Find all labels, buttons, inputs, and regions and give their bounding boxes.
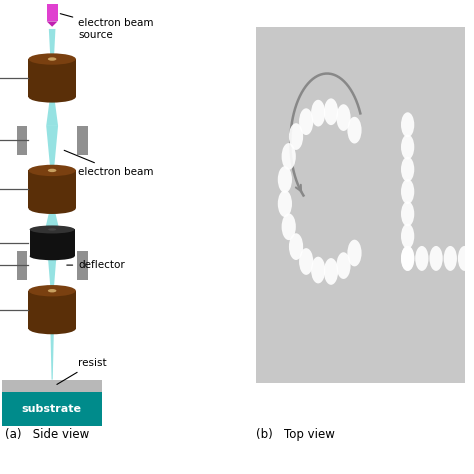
Polygon shape — [46, 97, 58, 126]
Circle shape — [401, 135, 414, 160]
Circle shape — [458, 246, 471, 271]
Circle shape — [278, 190, 292, 217]
Polygon shape — [46, 21, 58, 27]
Ellipse shape — [28, 91, 76, 102]
Polygon shape — [49, 29, 55, 59]
FancyBboxPatch shape — [77, 251, 88, 280]
FancyBboxPatch shape — [46, 4, 58, 21]
Ellipse shape — [28, 323, 76, 334]
Circle shape — [278, 166, 292, 193]
Polygon shape — [51, 291, 54, 328]
FancyBboxPatch shape — [17, 126, 27, 155]
Circle shape — [415, 246, 428, 271]
Ellipse shape — [29, 252, 75, 260]
FancyBboxPatch shape — [17, 251, 27, 280]
Ellipse shape — [48, 169, 56, 172]
FancyBboxPatch shape — [256, 27, 465, 383]
Polygon shape — [50, 328, 54, 380]
Ellipse shape — [28, 285, 76, 296]
Circle shape — [401, 224, 414, 249]
Polygon shape — [28, 291, 76, 328]
Polygon shape — [28, 171, 76, 208]
Text: electron beam: electron beam — [64, 150, 154, 176]
Text: deflector: deflector — [67, 260, 125, 270]
Polygon shape — [50, 59, 54, 97]
Polygon shape — [47, 251, 57, 291]
Circle shape — [289, 123, 303, 150]
Ellipse shape — [48, 228, 56, 231]
Circle shape — [429, 246, 443, 271]
FancyBboxPatch shape — [77, 126, 88, 155]
Polygon shape — [50, 229, 54, 256]
Circle shape — [401, 201, 414, 227]
Polygon shape — [28, 59, 76, 97]
Ellipse shape — [28, 54, 76, 65]
Circle shape — [401, 112, 414, 137]
Circle shape — [337, 104, 351, 131]
Circle shape — [401, 246, 414, 271]
Circle shape — [401, 179, 414, 204]
Circle shape — [347, 240, 362, 266]
Polygon shape — [45, 208, 59, 229]
Circle shape — [299, 108, 313, 135]
Text: (a)   Side view: (a) Side view — [5, 428, 89, 441]
Circle shape — [324, 99, 338, 125]
Circle shape — [444, 246, 457, 271]
Ellipse shape — [29, 226, 75, 234]
Polygon shape — [46, 126, 58, 171]
Ellipse shape — [48, 57, 56, 61]
FancyBboxPatch shape — [2, 380, 102, 392]
Ellipse shape — [28, 202, 76, 214]
Text: (b)   Top view: (b) Top view — [256, 428, 335, 441]
Text: resist: resist — [57, 358, 107, 384]
Circle shape — [401, 246, 414, 271]
Circle shape — [347, 117, 362, 144]
Text: substrate: substrate — [21, 404, 81, 414]
Circle shape — [311, 257, 325, 283]
Circle shape — [324, 258, 338, 285]
Circle shape — [299, 248, 313, 275]
Circle shape — [337, 252, 351, 279]
Circle shape — [289, 233, 303, 260]
Polygon shape — [29, 229, 75, 256]
Polygon shape — [50, 171, 54, 208]
Text: electron beam
source: electron beam source — [60, 14, 154, 40]
Ellipse shape — [28, 165, 76, 176]
Polygon shape — [47, 251, 57, 256]
Circle shape — [282, 213, 296, 240]
Circle shape — [282, 143, 296, 170]
Ellipse shape — [48, 289, 56, 292]
FancyBboxPatch shape — [2, 392, 102, 426]
Circle shape — [311, 100, 325, 127]
Circle shape — [401, 157, 414, 182]
